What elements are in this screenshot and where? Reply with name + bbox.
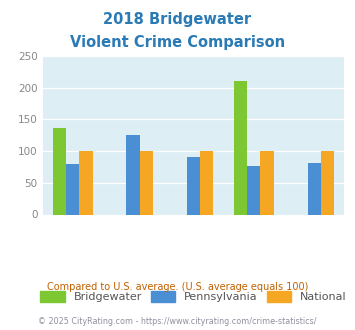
Bar xyxy=(80,150,93,214)
Bar xyxy=(247,166,261,214)
Bar xyxy=(200,150,213,214)
Bar xyxy=(53,128,66,214)
Legend: Bridgewater, Pennsylvania, National: Bridgewater, Pennsylvania, National xyxy=(36,286,351,307)
Bar xyxy=(140,150,153,214)
Bar xyxy=(321,150,334,214)
Bar xyxy=(307,163,321,215)
Bar xyxy=(234,82,247,214)
Bar xyxy=(66,164,80,214)
Text: 2018 Bridgewater: 2018 Bridgewater xyxy=(103,12,252,26)
Bar xyxy=(187,157,200,214)
Text: © 2025 CityRating.com - https://www.cityrating.com/crime-statistics/: © 2025 CityRating.com - https://www.city… xyxy=(38,317,317,326)
Bar xyxy=(126,135,140,214)
Text: Violent Crime Comparison: Violent Crime Comparison xyxy=(70,35,285,50)
Text: Compared to U.S. average. (U.S. average equals 100): Compared to U.S. average. (U.S. average … xyxy=(47,282,308,292)
Bar xyxy=(261,150,274,214)
